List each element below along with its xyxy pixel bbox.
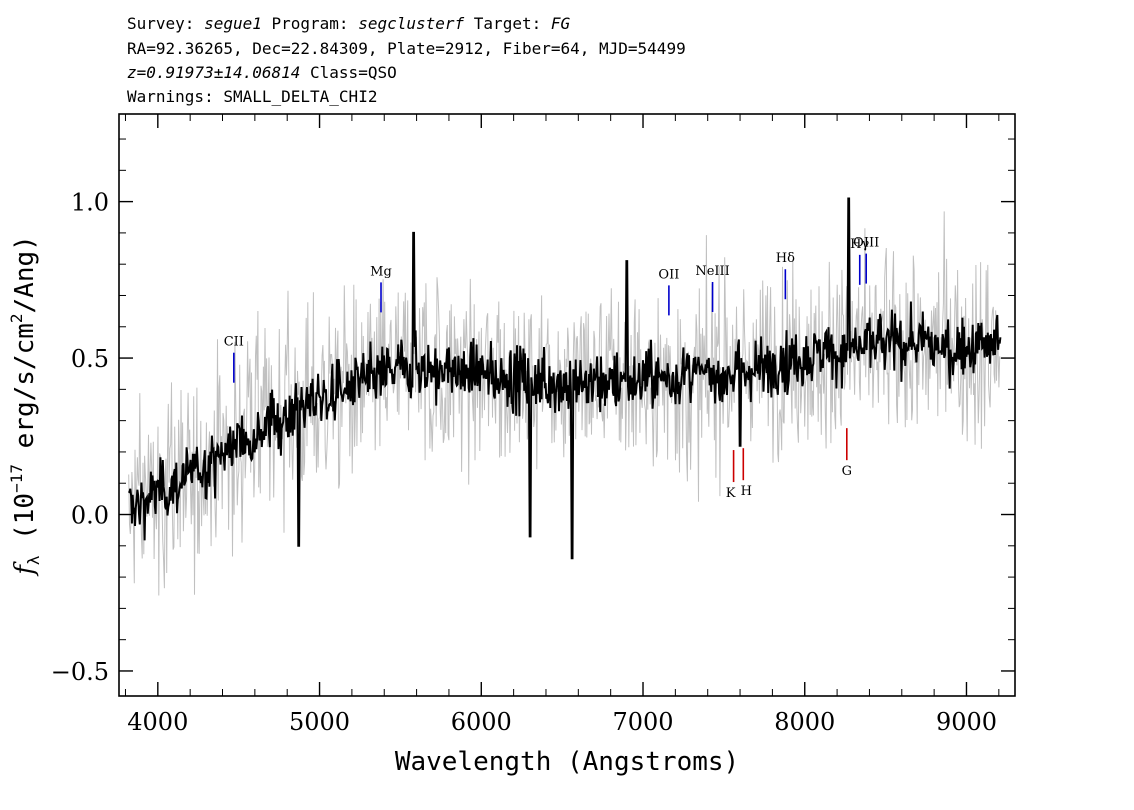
x-tick-label: 7000: [612, 708, 673, 736]
flux-line: [127, 197, 1002, 560]
x-axis-label: Wavelength (Angstroms): [395, 747, 739, 777]
y-label-mid: (10: [10, 493, 40, 556]
program-key: Program:: [262, 14, 358, 33]
emission-label-OIII: OIII: [853, 236, 879, 251]
y-label-end: /Ang): [10, 235, 40, 313]
x-tick-label: 9000: [936, 708, 997, 736]
noise-band: [128, 211, 1001, 596]
y-label-sub: λ: [24, 555, 43, 565]
x-tick-label: 6000: [451, 708, 512, 736]
target-key: Target:: [464, 14, 551, 33]
redshift-value: z=0.91973±14.06814: [127, 63, 300, 82]
header-line-2: RA=92.36265, Dec=22.84309, Plate=2912, F…: [127, 39, 686, 58]
emission-label-CII: CII: [224, 335, 244, 350]
plot-frame: [118, 113, 1016, 697]
absorption-label-K: K: [726, 486, 736, 501]
axis-ticks: [119, 114, 1015, 696]
absorption-label-H: H: [741, 484, 752, 499]
emission-label-OII: OII: [658, 267, 679, 282]
survey-value: segue1: [204, 14, 262, 33]
y-tick-label: 1.0: [71, 189, 109, 217]
survey-key: Survey:: [127, 14, 204, 33]
y-label-exp1: −17: [7, 464, 26, 493]
emission-label-Mg: Mg: [370, 264, 392, 279]
y-axis-label: fλ (10−17 erg/s/cm2/Ang): [7, 235, 43, 577]
program-value: segclusterf: [358, 14, 464, 33]
header-line-4: Warnings: SMALL_DELTA_CHI2: [127, 87, 377, 106]
y-label-mid2: erg/s/cm: [10, 323, 40, 464]
x-tick-label: 5000: [289, 708, 350, 736]
x-tick-label: 4000: [127, 708, 188, 736]
target-value: FG: [551, 14, 571, 33]
emission-label-Hdelta: Hδ: [776, 251, 795, 266]
header-line-3: z=0.91973±14.06814 Class=QSO: [127, 63, 397, 82]
y-label-exp2: 2: [7, 313, 26, 323]
x-tick-label: 8000: [774, 708, 835, 736]
emission-label-Hgamma: Hγ: [850, 237, 869, 252]
emission-label-NeIII: NeIII: [695, 264, 729, 279]
y-tick-label: 0.0: [71, 502, 109, 530]
y-tick-label: 0.5: [71, 345, 109, 373]
header-line-1: Survey: segue1 Program: segclusterf Targ…: [127, 14, 570, 33]
y-tick-label: −0.5: [51, 658, 109, 686]
absorption-label-G: G: [842, 464, 852, 479]
class-value: Class=QSO: [300, 63, 396, 82]
